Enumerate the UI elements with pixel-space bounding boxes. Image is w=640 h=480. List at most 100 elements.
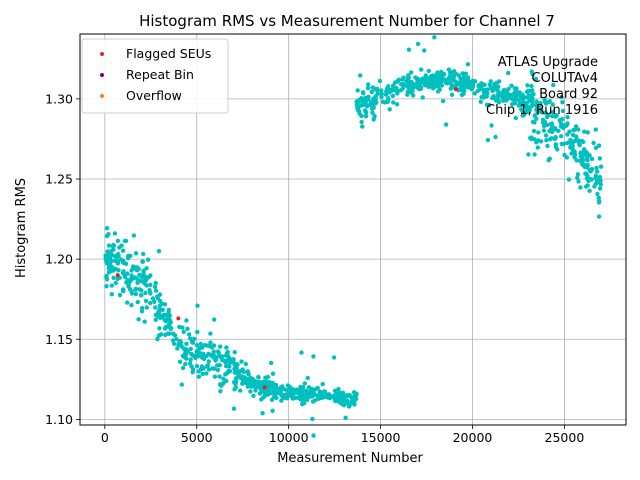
data-point: [340, 390, 346, 395]
data-point: [336, 386, 341, 392]
data-point: [364, 110, 369, 115]
data-point: [377, 78, 383, 84]
data-point: [513, 87, 519, 92]
data-point: [570, 147, 575, 152]
data-point: [144, 305, 149, 310]
data-point: [141, 251, 146, 257]
data-point: [419, 67, 424, 72]
data-point: [572, 127, 577, 133]
data-point: [443, 122, 449, 127]
data-point: [129, 302, 134, 308]
data-point: [143, 276, 148, 281]
data-point: [573, 152, 578, 157]
data-point: [174, 336, 179, 342]
data-point: [465, 62, 471, 67]
data-point: [192, 336, 197, 341]
flagged-seu-point: [262, 385, 267, 390]
data-point: [153, 312, 159, 318]
data-point: [432, 84, 437, 90]
data-point: [420, 80, 425, 85]
data-point: [384, 89, 389, 94]
data-point: [567, 129, 572, 134]
data-point: [575, 175, 580, 180]
data-point: [200, 371, 205, 377]
data-point: [243, 361, 248, 367]
x-tick-label: 20000: [453, 430, 493, 445]
data-point: [139, 292, 144, 298]
data-point: [582, 129, 587, 134]
data-point: [284, 396, 290, 401]
data-point: [533, 102, 539, 108]
data-point: [112, 231, 118, 236]
data-point: [387, 107, 392, 112]
data-point: [139, 309, 145, 314]
data-point: [383, 92, 389, 97]
y-tick-label: 1.30: [45, 91, 73, 106]
data-point: [394, 102, 400, 107]
data-point: [439, 83, 444, 88]
data-point: [271, 394, 277, 400]
data-point: [248, 375, 253, 381]
legend-marker-overflow: [100, 94, 104, 98]
data-point: [257, 385, 262, 390]
data-point: [331, 355, 337, 360]
data-point: [358, 73, 363, 78]
data-point: [116, 253, 121, 259]
data-point: [360, 124, 365, 129]
y-tick-label: 1.15: [45, 332, 73, 347]
data-point: [310, 399, 316, 404]
data-point: [391, 100, 396, 105]
data-point: [544, 114, 550, 120]
data-point: [386, 84, 391, 89]
data-point: [516, 97, 521, 103]
data-point: [568, 137, 573, 143]
data-point: [117, 292, 123, 298]
data-point: [569, 151, 574, 156]
data-point: [341, 395, 346, 400]
data-point: [494, 98, 499, 103]
data-point: [270, 371, 276, 376]
data-point: [206, 359, 211, 364]
data-point: [370, 85, 375, 90]
data-point: [556, 128, 561, 133]
data-point: [270, 408, 275, 413]
data-point: [355, 88, 360, 93]
data-point: [451, 69, 456, 75]
data-point: [506, 70, 511, 76]
data-point: [153, 317, 158, 322]
data-point: [115, 238, 121, 243]
data-point: [539, 107, 544, 112]
data-point: [544, 138, 549, 143]
data-point: [300, 390, 305, 396]
data-point: [532, 113, 537, 118]
data-point: [152, 284, 158, 289]
data-point: [426, 68, 431, 74]
data-point: [288, 387, 294, 392]
data-point: [587, 188, 592, 193]
data-point: [190, 353, 196, 358]
data-point: [365, 86, 371, 91]
data-point: [269, 360, 274, 366]
data-point: [533, 76, 539, 82]
data-point: [188, 336, 193, 341]
data-point: [496, 84, 501, 90]
data-point: [554, 113, 559, 119]
flagged-seu-point: [115, 273, 120, 278]
data-point: [532, 120, 537, 125]
data-point: [188, 346, 193, 352]
data-point: [535, 110, 540, 116]
annotation-line-3: Board 92: [539, 87, 598, 102]
data-point: [525, 89, 530, 94]
data-point: [135, 280, 140, 285]
data-point: [196, 369, 201, 374]
data-point: [593, 175, 598, 181]
data-point: [171, 341, 177, 346]
data-point: [484, 102, 490, 108]
data-point: [449, 92, 455, 98]
x-tick-label: 15000: [361, 430, 401, 445]
legend-marker-flagged-seus: [100, 52, 104, 56]
data-point: [597, 156, 602, 161]
data-point: [179, 382, 184, 387]
data-point: [272, 388, 277, 393]
data-point: [232, 350, 237, 355]
